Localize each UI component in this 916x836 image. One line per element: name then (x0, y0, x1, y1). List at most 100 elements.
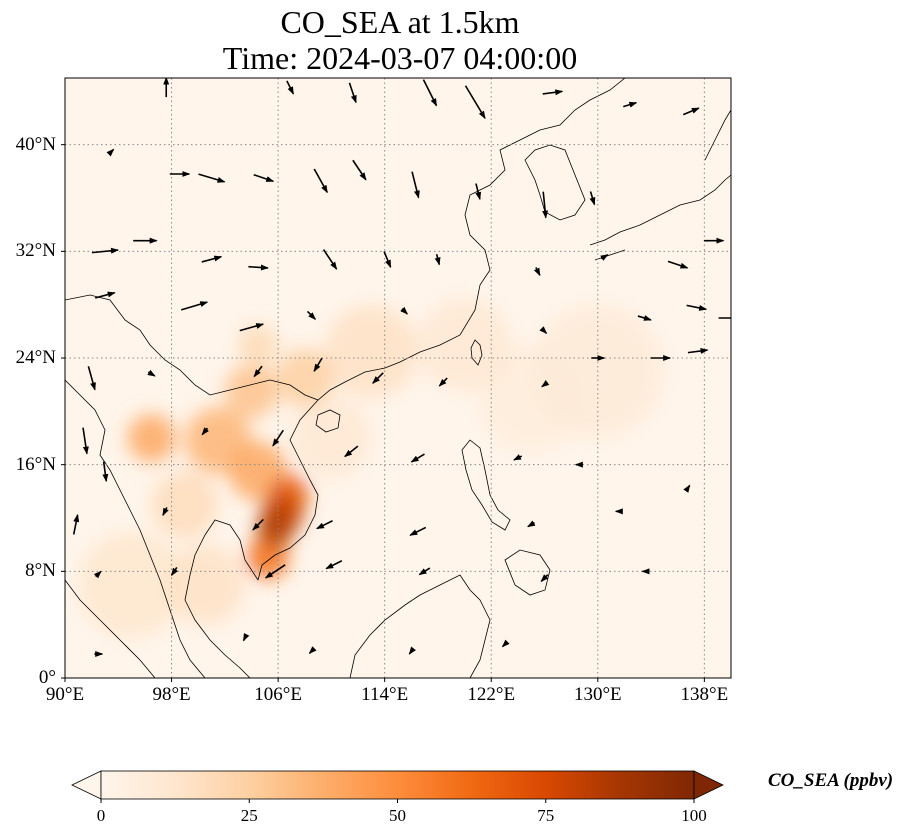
x-tick-label: 122°E (467, 684, 516, 705)
wind-arrow (82, 427, 89, 455)
wind-arrow (272, 429, 284, 447)
coast-vietnam (257, 399, 319, 581)
wind-arrow (313, 357, 323, 373)
wind-arrow (248, 264, 269, 271)
colorbar-tick-label: 100 (681, 806, 707, 825)
concentration-blob (78, 531, 185, 639)
coast-sumatra (65, 579, 156, 678)
wind-arrow (316, 520, 333, 530)
wind-arrow (264, 564, 286, 579)
wind-arrow (540, 574, 549, 582)
wind-arrow (325, 560, 343, 570)
wind-arrow (637, 315, 652, 321)
wind-arrow (252, 518, 264, 531)
wind-arrow (201, 427, 209, 436)
colorbar-gradient (100, 770, 695, 800)
wind-arrow (344, 445, 359, 458)
wind-arrow (106, 148, 115, 157)
x-tick-label: 138°E (680, 684, 729, 705)
colorbar (71, 770, 724, 803)
colorbar-tick-label: 75 (537, 806, 555, 825)
wind-arrow (239, 323, 265, 332)
concentration-blob (291, 398, 372, 478)
wind-arrow (539, 326, 548, 334)
wind-arrow (411, 171, 420, 199)
title-line-1: CO_SEA at 1.5km (280, 4, 520, 40)
wind-arrow (372, 372, 384, 384)
wind-arrow (87, 366, 96, 391)
wind-arrow (686, 304, 708, 311)
concentration-blob (127, 414, 176, 462)
wind-arrow (253, 173, 275, 183)
wind-arrow (400, 306, 408, 315)
y-tick-marks (61, 144, 65, 679)
coast-taiwan (470, 339, 483, 366)
wind-arrow (434, 253, 441, 266)
wind-arrow (600, 254, 609, 261)
wind-arrow (501, 639, 510, 648)
wind-arrow (170, 566, 179, 577)
concentration-blob (324, 304, 418, 399)
wind-arrow (348, 82, 357, 104)
wind-arrow (418, 567, 431, 576)
wind-arrow (464, 85, 486, 120)
coast-mainland (65, 78, 626, 401)
wind-arrow (541, 380, 550, 388)
wind-arrow (308, 646, 317, 654)
wind-arrow (589, 191, 596, 206)
concentration-blob (238, 324, 279, 365)
colorbar-extend-high (693, 770, 724, 800)
wind-arrow (533, 267, 541, 277)
wind-arrow (286, 80, 295, 95)
y-tick-label: 0° (38, 667, 56, 688)
x-tick-marks (64, 678, 705, 682)
x-tick-label: 90°E (45, 684, 85, 705)
wind-arrow (527, 520, 536, 528)
wind-arrow (422, 79, 438, 107)
y-tick-label: 8°N (25, 560, 56, 582)
coast-hainan (315, 409, 341, 433)
map-frame (64, 77, 732, 679)
wind-arrow (513, 454, 523, 461)
wind-arrow (198, 173, 226, 183)
wind-arrow (438, 377, 448, 387)
wind-arrow (475, 183, 482, 201)
colorbar-tick-label: 50 (389, 806, 406, 825)
y-tick-label: 40°N (15, 133, 56, 155)
wind-arrow (542, 89, 564, 96)
x-tick-label: 114°E (361, 684, 409, 705)
x-tick-label: 130°E (573, 684, 622, 705)
wind-vectors (72, 78, 731, 657)
wind-arrow (313, 168, 328, 194)
wind-arrow (95, 291, 116, 299)
y-tick-label: 32°N (15, 240, 56, 262)
wind-arrow (623, 101, 638, 108)
coast-gulf-thailand (184, 519, 259, 678)
wind-arrow (408, 646, 416, 655)
wind-arrow (201, 255, 223, 263)
wind-arrow (72, 513, 80, 535)
wind-arrow (242, 632, 250, 642)
colorbar-label: CO_SEA (ppbv) (768, 770, 894, 791)
coast-myanmar (65, 379, 206, 678)
wind-arrow (352, 159, 367, 181)
wind-arrow (180, 301, 209, 311)
chart-title: CO_SEA at 1.5km Time: 2024-03-07 04:00:0… (0, 4, 800, 76)
coast-korea (524, 144, 586, 221)
wind-arrow (306, 310, 317, 320)
wind-arrow (683, 484, 691, 493)
colorbar-tick-label: 0 (96, 806, 106, 825)
x-tick-label: 106°E (254, 684, 302, 705)
colorbar-tick-label: 25 (240, 806, 258, 825)
wind-arrow (409, 526, 427, 536)
wind-arrow (322, 249, 338, 270)
wind-arrow (102, 461, 109, 483)
wind-arrow (93, 570, 102, 579)
concentration-blob (224, 364, 279, 419)
y-tick-label: 16°N (15, 453, 56, 475)
x-tick-label: 98°E (152, 684, 191, 705)
title-line-2: Time: 2024-03-07 04:00:00 (222, 40, 578, 76)
wind-arrow (667, 260, 689, 269)
wind-arrow (162, 507, 169, 517)
